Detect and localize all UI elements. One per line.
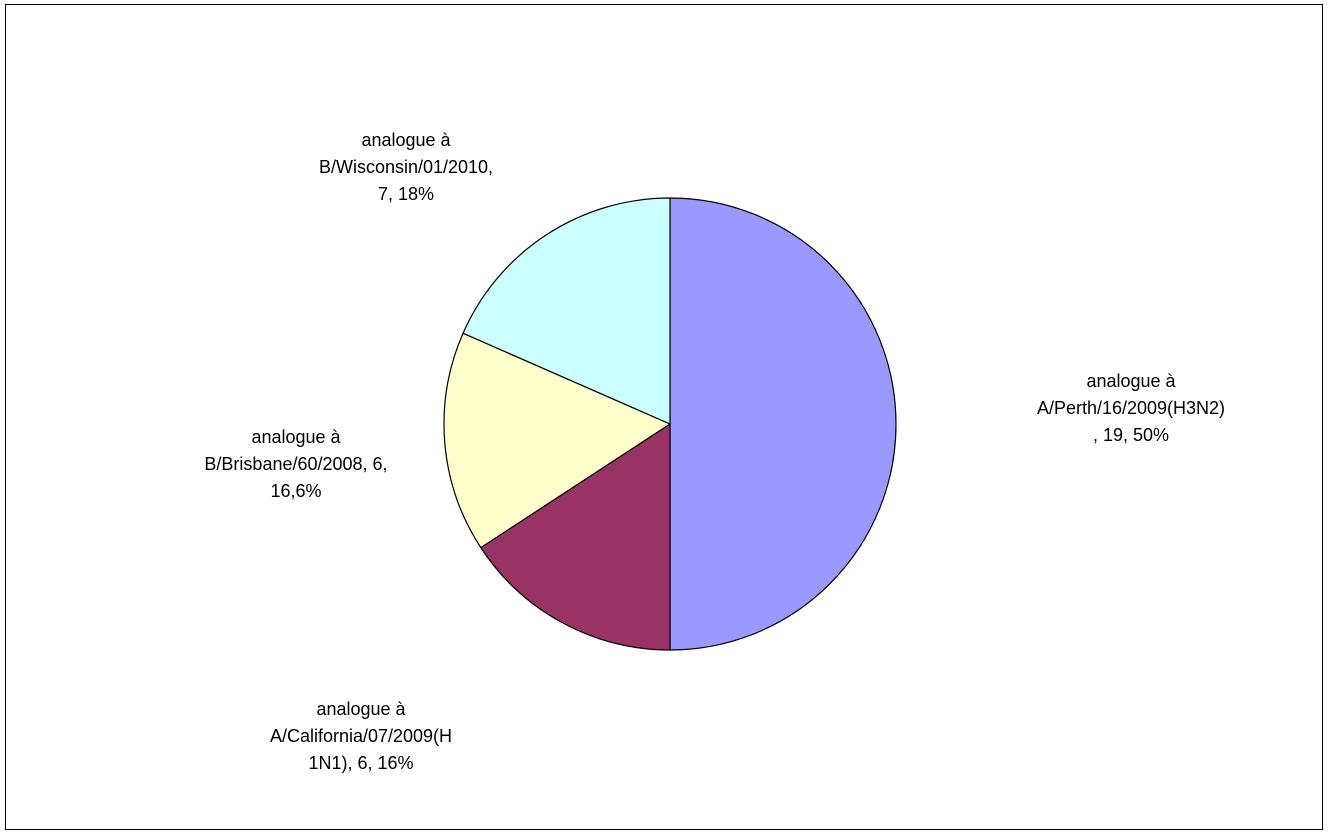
label-line: A/California/07/2009(H bbox=[269, 726, 453, 746]
label-line: 16,6% bbox=[270, 481, 322, 501]
pie-slice-1 bbox=[480, 423, 671, 651]
label-line: A/Perth/16/2009(H3N2) bbox=[1036, 398, 1226, 418]
label-line: analogue à bbox=[361, 130, 451, 150]
pie-slice-3 bbox=[462, 197, 671, 425]
label-line: analogue à bbox=[1086, 371, 1176, 391]
slice-label-california: analogue à A/California/07/2009(H 1N1), … bbox=[226, 696, 496, 777]
label-line: analogue à bbox=[316, 699, 406, 719]
label-line: B/Wisconsin/01/2010, bbox=[318, 157, 494, 177]
slice-label-wisconsin: analogue à B/Wisconsin/01/2010, 7, 18% bbox=[276, 127, 536, 208]
slice-label-perth: analogue à A/Perth/16/2009(H3N2) , 19, 5… bbox=[1001, 368, 1261, 449]
label-line: 1N1), 6, 16% bbox=[308, 753, 414, 773]
pie-chart bbox=[443, 197, 897, 651]
label-line: 7, 18% bbox=[377, 184, 435, 204]
pie-slice-2 bbox=[443, 332, 671, 549]
slice-label-brisbane: analogue à B/Brisbane/60/2008, 6, 16,6% bbox=[166, 424, 426, 505]
label-line: , 19, 50% bbox=[1092, 425, 1170, 445]
pie-slice-0 bbox=[669, 197, 897, 651]
label-line: B/Brisbane/60/2008, 6, bbox=[204, 454, 388, 474]
chart-frame: analogue à A/Perth/16/2009(H3N2) , 19, 5… bbox=[5, 4, 1323, 830]
label-line: analogue à bbox=[251, 427, 341, 447]
